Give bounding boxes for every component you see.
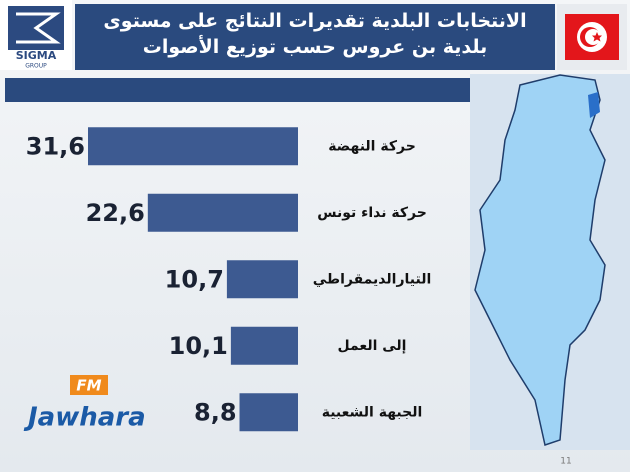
logo-sigma	[16, 12, 61, 44]
header-band	[5, 78, 470, 102]
value-label: 8,8	[194, 398, 237, 426]
watermark-brand: Jawhara	[23, 403, 146, 433]
bar	[239, 393, 298, 432]
flag-star	[592, 32, 602, 42]
bar	[88, 127, 298, 166]
page-number: 11	[560, 457, 571, 467]
value-label: 10,7	[165, 265, 224, 293]
value-label: 10,1	[169, 332, 228, 360]
category-label: حركة نداء تونس	[317, 205, 427, 221]
bars: 31,6 حركة النهضة 22,6 حركة نداء تونس 10,7 الت…	[26, 127, 432, 432]
bar	[230, 326, 298, 365]
value-label: 31,6	[26, 132, 85, 160]
logo-name: SIGMA	[16, 49, 57, 62]
map-tunisia	[474, 74, 606, 446]
category-label: حركة النهضة	[328, 138, 416, 154]
value-label: 22,6	[86, 199, 145, 227]
logo-sub: GROUP	[25, 63, 47, 70]
map-highlight	[588, 92, 600, 118]
watermark-fm: FM	[76, 377, 101, 395]
category-label: إلى العمل	[338, 338, 407, 354]
bar	[226, 260, 298, 299]
bar	[147, 193, 298, 232]
watermark-fm-box	[70, 375, 108, 395]
chart-title: الانتخابات البلدية تقديرات النتائج على م…	[103, 10, 527, 58]
category-label: الجبهة الشعبية	[322, 404, 423, 420]
category-label: التيارالديمقراطي	[313, 271, 432, 287]
title-bar	[75, 4, 555, 70]
